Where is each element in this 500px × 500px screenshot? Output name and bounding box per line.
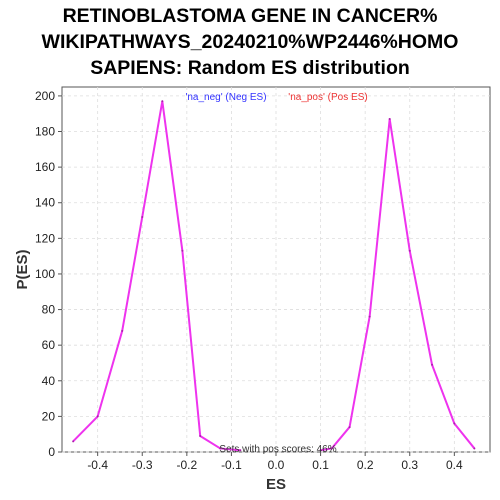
y-tick-label: 120 xyxy=(35,231,55,245)
grid xyxy=(62,87,490,453)
data-point xyxy=(121,329,124,332)
chart-title-line: RETINOBLASTOMA GENE IN CANCER% xyxy=(63,5,438,27)
data-point xyxy=(219,447,222,450)
y-tick-label: 180 xyxy=(35,125,55,139)
y-tick-label: 140 xyxy=(35,196,55,210)
x-tick-label: -0.3 xyxy=(132,458,153,472)
pos-scores-annotation: Sets with pos scores: 46% xyxy=(219,444,336,455)
legend-entry: 'na_neg' (Neg ES) xyxy=(185,92,266,103)
chart-title-line: WIKIPATHWAYS_20240210%WP2446%HOMO xyxy=(42,31,459,53)
series-lines xyxy=(72,100,476,452)
y-tick-label: 80 xyxy=(42,303,56,317)
y-tick-label: 200 xyxy=(35,89,55,103)
data-point xyxy=(368,315,371,318)
x-tick-label: 0.3 xyxy=(401,458,418,472)
data-point xyxy=(431,363,434,366)
y-tick-label: 100 xyxy=(35,267,55,281)
x-axis-label: ES xyxy=(266,476,286,493)
x-tick-label: -0.4 xyxy=(87,458,108,472)
x-tick-label: 0.0 xyxy=(268,458,285,472)
y-tick-label: 60 xyxy=(42,338,56,352)
x-axis-ticks: -0.4 -0.3 -0.2 -0.1 0.0 0.1 0.2 0.3 0.4 xyxy=(87,452,463,472)
data-point xyxy=(330,447,333,450)
data-point xyxy=(141,215,144,218)
data-point xyxy=(408,249,411,252)
data-point xyxy=(161,100,164,103)
y-tick-label: 0 xyxy=(48,445,55,459)
y-tick-label: 20 xyxy=(42,409,56,423)
data-point xyxy=(473,447,476,450)
legend-entry: 'na_pos' (Pos ES) xyxy=(288,92,367,103)
data-point xyxy=(348,426,351,429)
data-point xyxy=(96,415,99,418)
data-point xyxy=(388,118,391,121)
chart-title: RETINOBLASTOMA GENE IN CANCER% WIKIPATHWA… xyxy=(42,5,459,79)
legend: 'na_neg' (Neg ES) 'na_pos' (Pos ES) xyxy=(185,92,367,103)
data-point xyxy=(319,449,322,452)
y-axis-label: P(ES) xyxy=(14,249,31,289)
data-point xyxy=(199,434,202,437)
data-point xyxy=(453,422,456,425)
x-tick-label: -0.2 xyxy=(176,458,197,472)
y-tick-label: 40 xyxy=(42,374,56,388)
y-tick-label: 160 xyxy=(35,160,55,174)
y-axis-ticks: 0 20 40 60 80 100 120 140 160 180 200 xyxy=(35,89,62,459)
x-tick-label: 0.4 xyxy=(446,458,463,472)
chart-title-line: SAPIENS: Random ES distribution xyxy=(90,57,410,79)
data-point xyxy=(72,440,75,443)
x-tick-label: 0.1 xyxy=(312,458,329,472)
x-tick-label: -0.1 xyxy=(221,458,242,472)
x-tick-label: 0.2 xyxy=(357,458,374,472)
data-point xyxy=(239,449,242,452)
data-point xyxy=(181,249,184,252)
